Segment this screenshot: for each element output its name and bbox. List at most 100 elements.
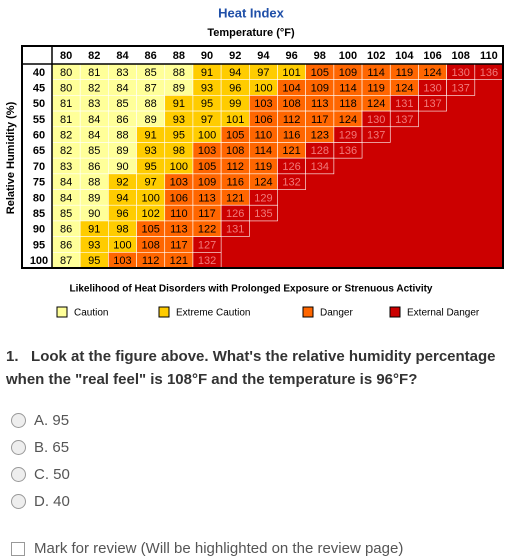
cell-value: 130 xyxy=(367,114,385,126)
cell-value: 84 xyxy=(116,82,128,94)
row-header: 85 xyxy=(33,208,45,220)
column-header: 82 xyxy=(88,50,100,62)
column-header: 108 xyxy=(452,50,470,62)
legend-swatch xyxy=(56,306,68,318)
cell-value: 84 xyxy=(60,177,72,189)
cell-value: 97 xyxy=(201,114,213,126)
cell-value: 123 xyxy=(311,130,329,142)
cell-value: 85 xyxy=(88,145,100,157)
cell-value: 131 xyxy=(226,224,244,236)
checkbox[interactable] xyxy=(11,541,25,556)
legend-label: Danger xyxy=(320,308,353,319)
cell-value: 96 xyxy=(229,82,241,94)
cell-value: 109 xyxy=(339,67,357,79)
cell-value: 137 xyxy=(452,82,470,94)
cell-value: 90 xyxy=(116,161,128,173)
cell-value: 105 xyxy=(226,130,244,142)
cell-value: 106 xyxy=(254,114,272,126)
row-header: 45 xyxy=(33,82,45,94)
cell-value: 91 xyxy=(201,67,213,79)
heat-index-figure: Heat Index Temperature (°F) Relative Hum… xyxy=(5,5,504,319)
row-header: 100 xyxy=(30,255,48,267)
legend-swatch xyxy=(389,306,401,318)
cell xyxy=(446,79,476,96)
cell-value: 124 xyxy=(395,82,413,94)
cell-value: 114 xyxy=(255,145,273,157)
cell-value: 95 xyxy=(173,130,185,142)
cell-value: 87 xyxy=(145,82,157,94)
column-header: 106 xyxy=(423,50,441,62)
column-header: 104 xyxy=(395,50,414,62)
legend-label: Caution xyxy=(74,308,108,319)
cell xyxy=(389,110,419,128)
cell-value: 119 xyxy=(396,67,414,79)
cell-value: 98 xyxy=(116,224,128,236)
cell-value: 122 xyxy=(198,224,216,236)
title: Heat Index xyxy=(218,5,285,20)
cell-value: 135 xyxy=(254,208,272,220)
legend-label: External Danger xyxy=(407,308,480,319)
cell-value: 85 xyxy=(60,208,72,220)
cell-value: 89 xyxy=(116,145,128,157)
cell-value: 98 xyxy=(173,145,185,157)
option[interactable]: C. 50 xyxy=(11,466,70,483)
cell-value: 105 xyxy=(198,161,216,173)
cell xyxy=(249,204,278,222)
cell-value: 130 xyxy=(452,67,470,79)
cell-value: 117 xyxy=(198,208,216,220)
column-header: 94 xyxy=(257,50,270,62)
cell-value: 89 xyxy=(173,82,185,94)
cell-value: 81 xyxy=(88,67,100,79)
row-header: 70 xyxy=(33,161,45,173)
row-header: 50 xyxy=(33,98,45,110)
radio[interactable] xyxy=(11,467,26,482)
cell-value: 121 xyxy=(226,192,244,204)
option-letter: A. xyxy=(34,412,49,429)
column-header: 96 xyxy=(285,50,297,62)
cell-value: 114 xyxy=(339,82,357,94)
cell-value: 88 xyxy=(88,177,100,189)
cell-value: 103 xyxy=(254,98,272,110)
cell-value: 101 xyxy=(226,114,244,126)
column-header: 102 xyxy=(367,50,385,62)
cell-value: 112 xyxy=(226,161,244,173)
option[interactable]: D. 40 xyxy=(11,493,70,510)
cell-value: 137 xyxy=(367,130,385,142)
caption: Likelihood of Heat Disorders with Prolon… xyxy=(69,284,432,295)
radio[interactable] xyxy=(11,413,26,428)
radio[interactable] xyxy=(11,440,26,455)
cell-value: 97 xyxy=(145,177,157,189)
option-text: 65 xyxy=(52,439,70,456)
cell-value: 86 xyxy=(60,239,72,251)
cell-value: 130 xyxy=(423,82,441,94)
cell-value: 87 xyxy=(60,255,72,267)
cell-value: 93 xyxy=(201,82,213,94)
cell-value: 100 xyxy=(198,130,216,142)
row-header: 90 xyxy=(33,224,45,236)
cell-value: 92 xyxy=(116,177,128,189)
question: 1. Look at the figure above. What's the … xyxy=(6,345,511,391)
cell-value: 93 xyxy=(88,239,100,251)
cell-value: 86 xyxy=(60,224,72,236)
cell-value: 128 xyxy=(311,145,329,157)
column-header: 84 xyxy=(116,50,129,62)
radio[interactable] xyxy=(11,494,26,509)
cell-value: 99 xyxy=(229,98,241,110)
column-header: 92 xyxy=(229,50,241,62)
option-letter: C. xyxy=(34,466,49,483)
cell-value: 131 xyxy=(395,98,413,110)
row-header: 40 xyxy=(33,67,45,79)
review[interactable]: Mark for review (Will be highlighted on … xyxy=(11,540,403,557)
column-header: 100 xyxy=(339,50,357,62)
cell-value: 108 xyxy=(141,239,159,251)
cell-value: 81 xyxy=(60,98,72,110)
column-header: 90 xyxy=(201,50,213,62)
cell-value: 129 xyxy=(339,130,357,142)
cell-value: 96 xyxy=(116,208,128,220)
cell-value: 124 xyxy=(367,98,385,110)
cell-value: 84 xyxy=(88,114,100,126)
cell-value: 119 xyxy=(367,82,385,94)
option[interactable]: B. 65 xyxy=(11,439,69,456)
option[interactable]: A. 95 xyxy=(11,412,69,429)
